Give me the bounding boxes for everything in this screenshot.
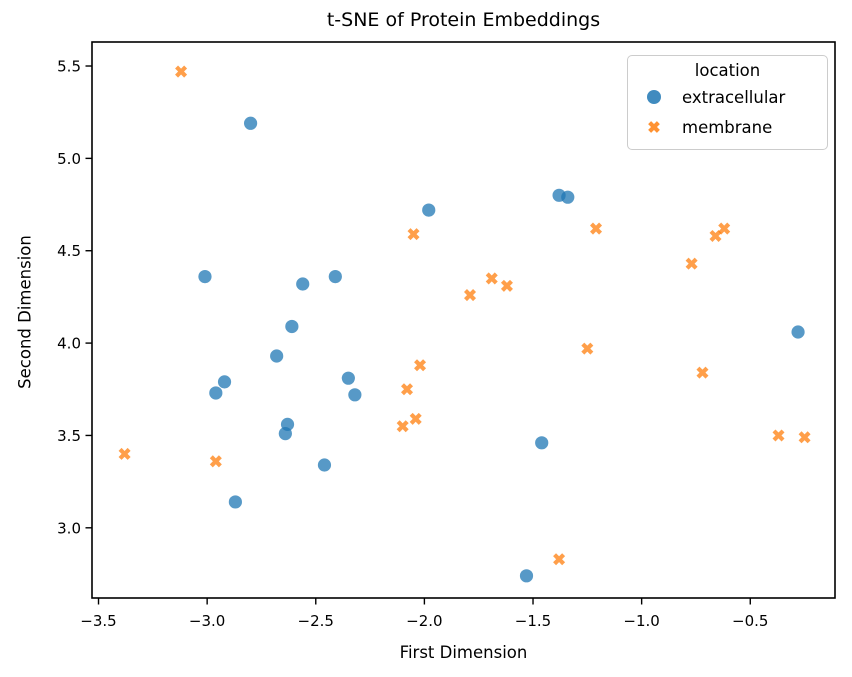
data-point-extracellular <box>317 458 332 472</box>
data-point-membrane <box>414 359 427 372</box>
data-point-membrane <box>581 342 594 355</box>
data-point-membrane <box>709 229 722 242</box>
data-point-membrane <box>590 222 603 235</box>
data-point-membrane <box>409 412 422 425</box>
data-point-extracellular <box>217 375 232 389</box>
data-point-extracellular <box>341 371 355 385</box>
data-point-membrane <box>553 553 566 566</box>
x-tick-label: −0.5 <box>732 612 768 630</box>
data-point-membrane <box>485 272 498 285</box>
legend-label-extracellular: extracellular <box>682 87 786 107</box>
y-tick-label: 4.5 <box>57 242 81 260</box>
x-tick-label: −2.0 <box>406 612 442 630</box>
legend-item-membrane: membrane <box>634 112 821 142</box>
data-point-membrane <box>772 429 785 442</box>
data-point-membrane <box>500 279 513 292</box>
legend-label-membrane: membrane <box>682 117 773 137</box>
data-point-extracellular <box>296 277 310 291</box>
y-tick-label: 3.0 <box>57 519 81 537</box>
data-point-extracellular <box>278 427 292 441</box>
data-point-membrane <box>718 222 731 235</box>
x-marker-icon <box>648 121 660 133</box>
data-point-membrane <box>209 455 222 468</box>
data-point-extracellular <box>422 203 436 217</box>
data-point-extracellular <box>270 349 284 363</box>
x-tick-label: −3.0 <box>189 612 225 630</box>
x-tick-label: −1.5 <box>515 612 551 630</box>
data-point-extracellular <box>348 388 362 402</box>
legend-title: location <box>694 61 761 80</box>
data-point-extracellular <box>519 569 534 583</box>
x-tick-label: −2.5 <box>298 612 334 630</box>
y-tick-label: 5.0 <box>57 150 81 168</box>
plot-frame <box>91 41 836 599</box>
data-point-membrane <box>407 228 420 241</box>
y-tick-label: 4.0 <box>57 335 81 353</box>
legend-item-extracellular: extracellular <box>634 82 821 112</box>
data-point-extracellular <box>209 386 223 400</box>
data-point-extracellular <box>535 436 549 450</box>
data-point-membrane <box>175 65 188 78</box>
data-point-membrane <box>464 289 477 302</box>
y-tick-label: 5.5 <box>57 58 81 76</box>
data-point-extracellular <box>328 269 342 284</box>
data-point-membrane <box>798 431 811 444</box>
data-point-membrane <box>696 366 709 379</box>
data-point-extracellular <box>198 269 212 284</box>
data-point-membrane <box>685 257 698 270</box>
legend: location extracellular membrane <box>627 55 828 150</box>
data-point-membrane <box>396 420 409 433</box>
y-axis-label: Second Dimension <box>15 235 35 389</box>
y-tick-label: 3.5 <box>57 427 81 445</box>
data-point-membrane <box>118 447 131 460</box>
data-point-extracellular <box>243 116 258 130</box>
data-point-extracellular <box>791 325 805 339</box>
circle-marker-icon <box>647 90 661 104</box>
x-tick-label: −3.5 <box>80 612 116 630</box>
data-point-extracellular <box>561 190 575 204</box>
x-tick-label: −1.0 <box>623 612 659 630</box>
data-point-extracellular <box>228 495 242 509</box>
chart-title: t-SNE of Protein Embeddings <box>326 9 601 31</box>
data-point-membrane <box>401 383 414 396</box>
data-point-extracellular <box>285 319 299 334</box>
x-axis-label: First Dimension <box>399 643 528 662</box>
